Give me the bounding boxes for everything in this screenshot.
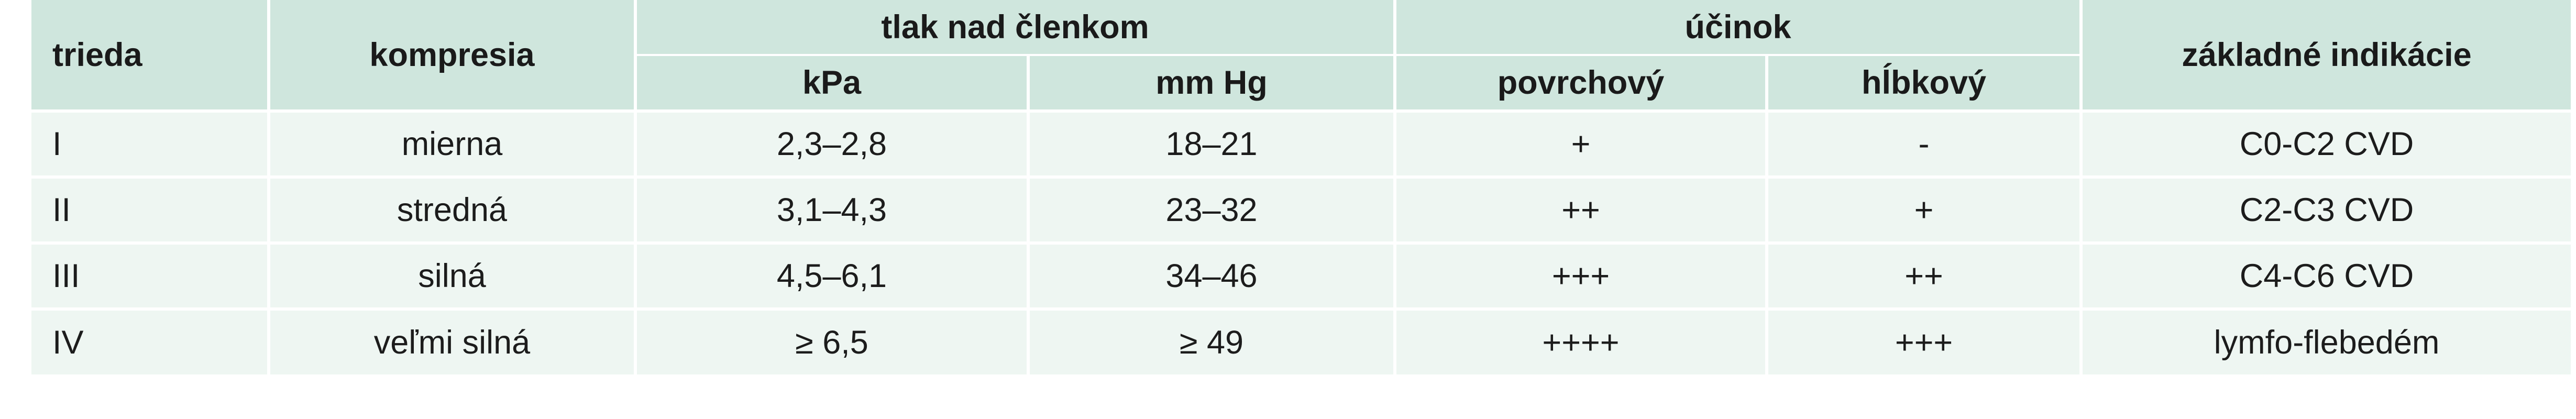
table-header: trieda kompresia tlak nad členkom účinok… (31, 0, 2571, 109)
cell-kpa: ≥ 6,5 (634, 307, 1027, 374)
header-kompresia: kompresia (267, 0, 634, 109)
cell-mmhg: ≥ 49 (1027, 307, 1394, 374)
cell-indikacie: C2-C3 CVD (2079, 175, 2571, 241)
table-body: I mierna 2,3–2,8 18–21 + - C0-C2 CVD II … (31, 109, 2571, 374)
header-row-sub: kPa mm Hg povrchový hĺbkový (31, 56, 2571, 109)
header-tlak-group: tlak nad členkom (634, 0, 1394, 56)
cell-trieda: III (31, 241, 267, 307)
cell-kompresia: stredná (267, 175, 634, 241)
header-row-top: trieda kompresia tlak nad členkom účinok… (31, 0, 2571, 109)
cell-hlbkovy: - (1765, 109, 2080, 175)
cell-trieda: I (31, 109, 267, 175)
cell-kpa: 3,1–4,3 (634, 175, 1027, 241)
cell-trieda: II (31, 175, 267, 241)
cell-indikacie: C0-C2 CVD (2079, 109, 2571, 175)
table-row: IV veľmi silná ≥ 6,5 ≥ 49 ++++ +++ lymfo… (31, 307, 2571, 374)
compression-class-table-container: trieda kompresia tlak nad členkom účinok… (31, 0, 2571, 374)
cell-kpa: 4,5–6,1 (634, 241, 1027, 307)
cell-kompresia: veľmi silná (267, 307, 634, 374)
cell-indikacie: lymfo-flebedém (2079, 307, 2571, 374)
table-row: II stredná 3,1–4,3 23–32 ++ + C2-C3 CVD (31, 175, 2571, 241)
cell-hlbkovy: ++ (1765, 241, 2080, 307)
header-ucinok-group: účinok (1393, 0, 2080, 56)
cell-povrchovy: ++++ (1393, 307, 1766, 374)
cell-mmhg: 34–46 (1027, 241, 1394, 307)
header-kpa: kPa (634, 56, 1027, 109)
compression-class-table: trieda kompresia tlak nad členkom účinok… (31, 0, 2571, 374)
cell-kompresia: silná (267, 241, 634, 307)
cell-trieda: IV (31, 307, 267, 374)
header-trieda: trieda (31, 0, 267, 109)
table-row: I mierna 2,3–2,8 18–21 + - C0-C2 CVD (31, 109, 2571, 175)
cell-hlbkovy: +++ (1765, 307, 2080, 374)
cell-mmhg: 23–32 (1027, 175, 1394, 241)
cell-indikacie: C4-C6 CVD (2079, 241, 2571, 307)
cell-povrchovy: +++ (1393, 241, 1766, 307)
header-hlbkovy: hĺbkový (1765, 56, 2080, 109)
cell-mmhg: 18–21 (1027, 109, 1394, 175)
cell-povrchovy: ++ (1393, 175, 1766, 241)
cell-kompresia: mierna (267, 109, 634, 175)
header-povrchovy: povrchový (1393, 56, 1766, 109)
cell-povrchovy: + (1393, 109, 1766, 175)
cell-kpa: 2,3–2,8 (634, 109, 1027, 175)
header-indikacie: základné indikácie (2079, 0, 2571, 109)
cell-hlbkovy: + (1765, 175, 2080, 241)
header-mmhg: mm Hg (1027, 56, 1394, 109)
table-row: III silná 4,5–6,1 34–46 +++ ++ C4-C6 CVD (31, 241, 2571, 307)
